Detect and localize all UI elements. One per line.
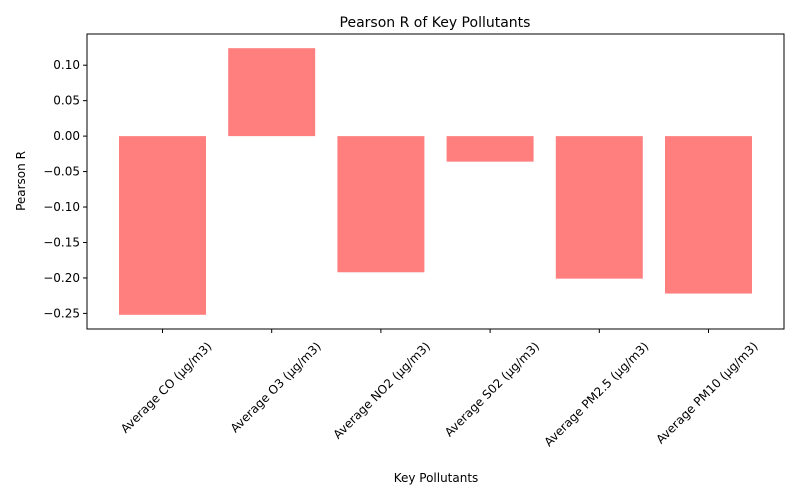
y-tick-label: 0.05 [53, 94, 80, 108]
plot-frame [86, 33, 785, 330]
x-tick-label: Average PM2.5 (µg/m3) [541, 339, 651, 449]
x-tick-label: Average CO (µg/m3) [118, 339, 215, 436]
y-axis: 0.10 0.05 0.00 −0.05 −0.10 −0.15 −0.20 −0.25 [43, 58, 87, 320]
bar [337, 136, 425, 273]
y-axis-label: Pearson R [14, 151, 28, 211]
x-tick-label: Average NO2 (µg/m3) [331, 339, 433, 441]
bar [228, 48, 316, 137]
bar [555, 136, 643, 279]
y-tick-label: −0.15 [43, 235, 80, 249]
y-tick-label: 0.00 [53, 129, 80, 143]
bar [119, 136, 206, 315]
y-tick-label: −0.25 [43, 306, 80, 320]
bar-group [119, 48, 752, 315]
y-tick-label: −0.20 [43, 271, 80, 285]
chart-title: Pearson R of Key Pollutants [340, 15, 531, 31]
y-tick-label: −0.05 [43, 165, 80, 179]
x-axis-label: Key Pollutants [394, 471, 479, 485]
x-tick-label: Average O3 (µg/m3) [228, 339, 324, 435]
bar [665, 136, 752, 294]
y-tick-label: 0.10 [53, 58, 80, 72]
y-tick-label: −0.10 [43, 200, 80, 214]
x-tick-label: Average S02 (µg/m3) [442, 339, 542, 439]
x-tick-label: Average PM10 (µg/m3) [653, 339, 760, 446]
x-axis: Average CO (µg/m3) Average O3 (µg/m3) Aver… [118, 329, 761, 449]
bar [446, 136, 534, 162]
